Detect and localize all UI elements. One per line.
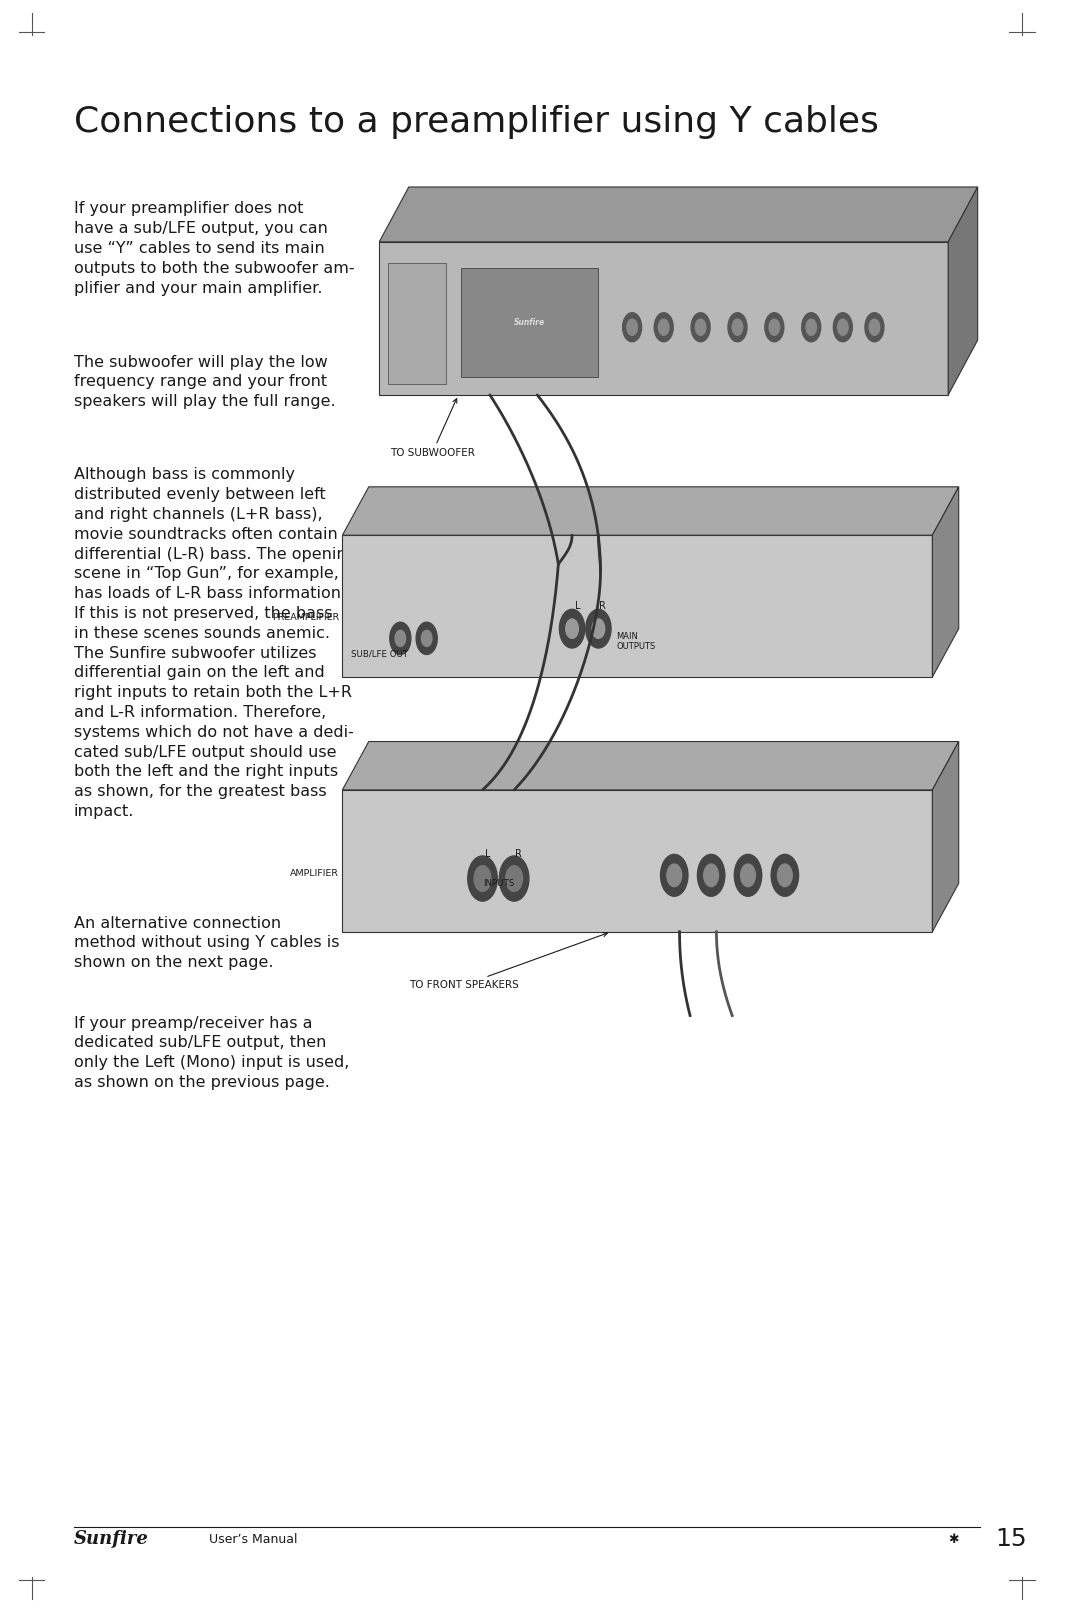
Circle shape: [585, 609, 611, 648]
Text: R: R: [515, 850, 522, 859]
Text: 15: 15: [996, 1528, 1027, 1551]
Circle shape: [395, 630, 406, 646]
Circle shape: [499, 856, 529, 901]
FancyBboxPatch shape: [388, 263, 446, 384]
Circle shape: [468, 856, 497, 901]
Circle shape: [698, 854, 725, 896]
Polygon shape: [342, 487, 959, 535]
Circle shape: [771, 854, 798, 896]
Circle shape: [474, 866, 491, 891]
Text: TO SUBWOOFER: TO SUBWOOFER: [390, 398, 475, 458]
Text: Although bass is commonly
distributed evenly between left
and right channels (L+: Although bass is commonly distributed ev…: [73, 467, 356, 819]
Text: Connections to a preamplifier using Y cables: Connections to a preamplifier using Y ca…: [73, 105, 879, 139]
Circle shape: [732, 319, 743, 335]
Circle shape: [626, 319, 637, 335]
Text: MAIN
OUTPUTS: MAIN OUTPUTS: [617, 632, 656, 651]
Circle shape: [691, 313, 710, 342]
Circle shape: [666, 864, 681, 887]
Text: SUB/LFE OUT: SUB/LFE OUT: [351, 650, 408, 659]
Polygon shape: [342, 535, 932, 677]
Circle shape: [778, 864, 793, 887]
Circle shape: [834, 313, 852, 342]
Circle shape: [801, 313, 821, 342]
Circle shape: [661, 854, 688, 896]
Polygon shape: [379, 242, 948, 395]
Text: L: L: [575, 601, 580, 611]
Text: User’s Manual: User’s Manual: [205, 1533, 298, 1546]
Circle shape: [654, 313, 673, 342]
Circle shape: [741, 864, 755, 887]
Polygon shape: [932, 742, 959, 932]
Polygon shape: [342, 790, 932, 932]
Text: An alternative connection
method without using Y cables is
shown on the next pag: An alternative connection method without…: [73, 916, 339, 970]
Text: If your preamplifier does not
have a sub/LFE output, you can
use “Y” cables to s: If your preamplifier does not have a sub…: [73, 202, 354, 295]
Text: Sunfire: Sunfire: [73, 1530, 149, 1549]
Circle shape: [806, 319, 816, 335]
Text: Sunfire: Sunfire: [514, 318, 545, 327]
Circle shape: [734, 854, 761, 896]
Circle shape: [869, 319, 880, 335]
Circle shape: [838, 319, 848, 335]
Circle shape: [704, 864, 718, 887]
Circle shape: [566, 619, 579, 638]
Polygon shape: [342, 742, 959, 790]
Text: TO FRONT SPEAKERS: TO FRONT SPEAKERS: [408, 933, 607, 990]
Circle shape: [865, 313, 883, 342]
Text: AMPLIFIER: AMPLIFIER: [291, 869, 339, 879]
Circle shape: [659, 319, 669, 335]
Circle shape: [421, 630, 432, 646]
Circle shape: [765, 313, 784, 342]
FancyBboxPatch shape: [461, 268, 598, 377]
Circle shape: [696, 319, 706, 335]
Circle shape: [623, 313, 642, 342]
Polygon shape: [932, 487, 959, 677]
Text: R: R: [599, 601, 606, 611]
Text: The subwoofer will play the low
frequency range and your front
speakers will pla: The subwoofer will play the low frequenc…: [73, 355, 336, 409]
Polygon shape: [379, 187, 977, 242]
Circle shape: [505, 866, 523, 891]
Circle shape: [769, 319, 780, 335]
Circle shape: [728, 313, 747, 342]
Text: If your preamp/receiver has a
dedicated sub/LFE output, then
only the Left (Mono: If your preamp/receiver has a dedicated …: [73, 1016, 349, 1090]
Circle shape: [390, 622, 410, 654]
Text: L: L: [485, 850, 490, 859]
Text: ✱: ✱: [948, 1533, 959, 1546]
Circle shape: [559, 609, 584, 648]
Circle shape: [416, 622, 437, 654]
Polygon shape: [948, 187, 977, 395]
Circle shape: [592, 619, 605, 638]
Text: INPUTS: INPUTS: [483, 879, 514, 888]
Text: PREAMPLIFIER: PREAMPLIFIER: [272, 613, 339, 622]
